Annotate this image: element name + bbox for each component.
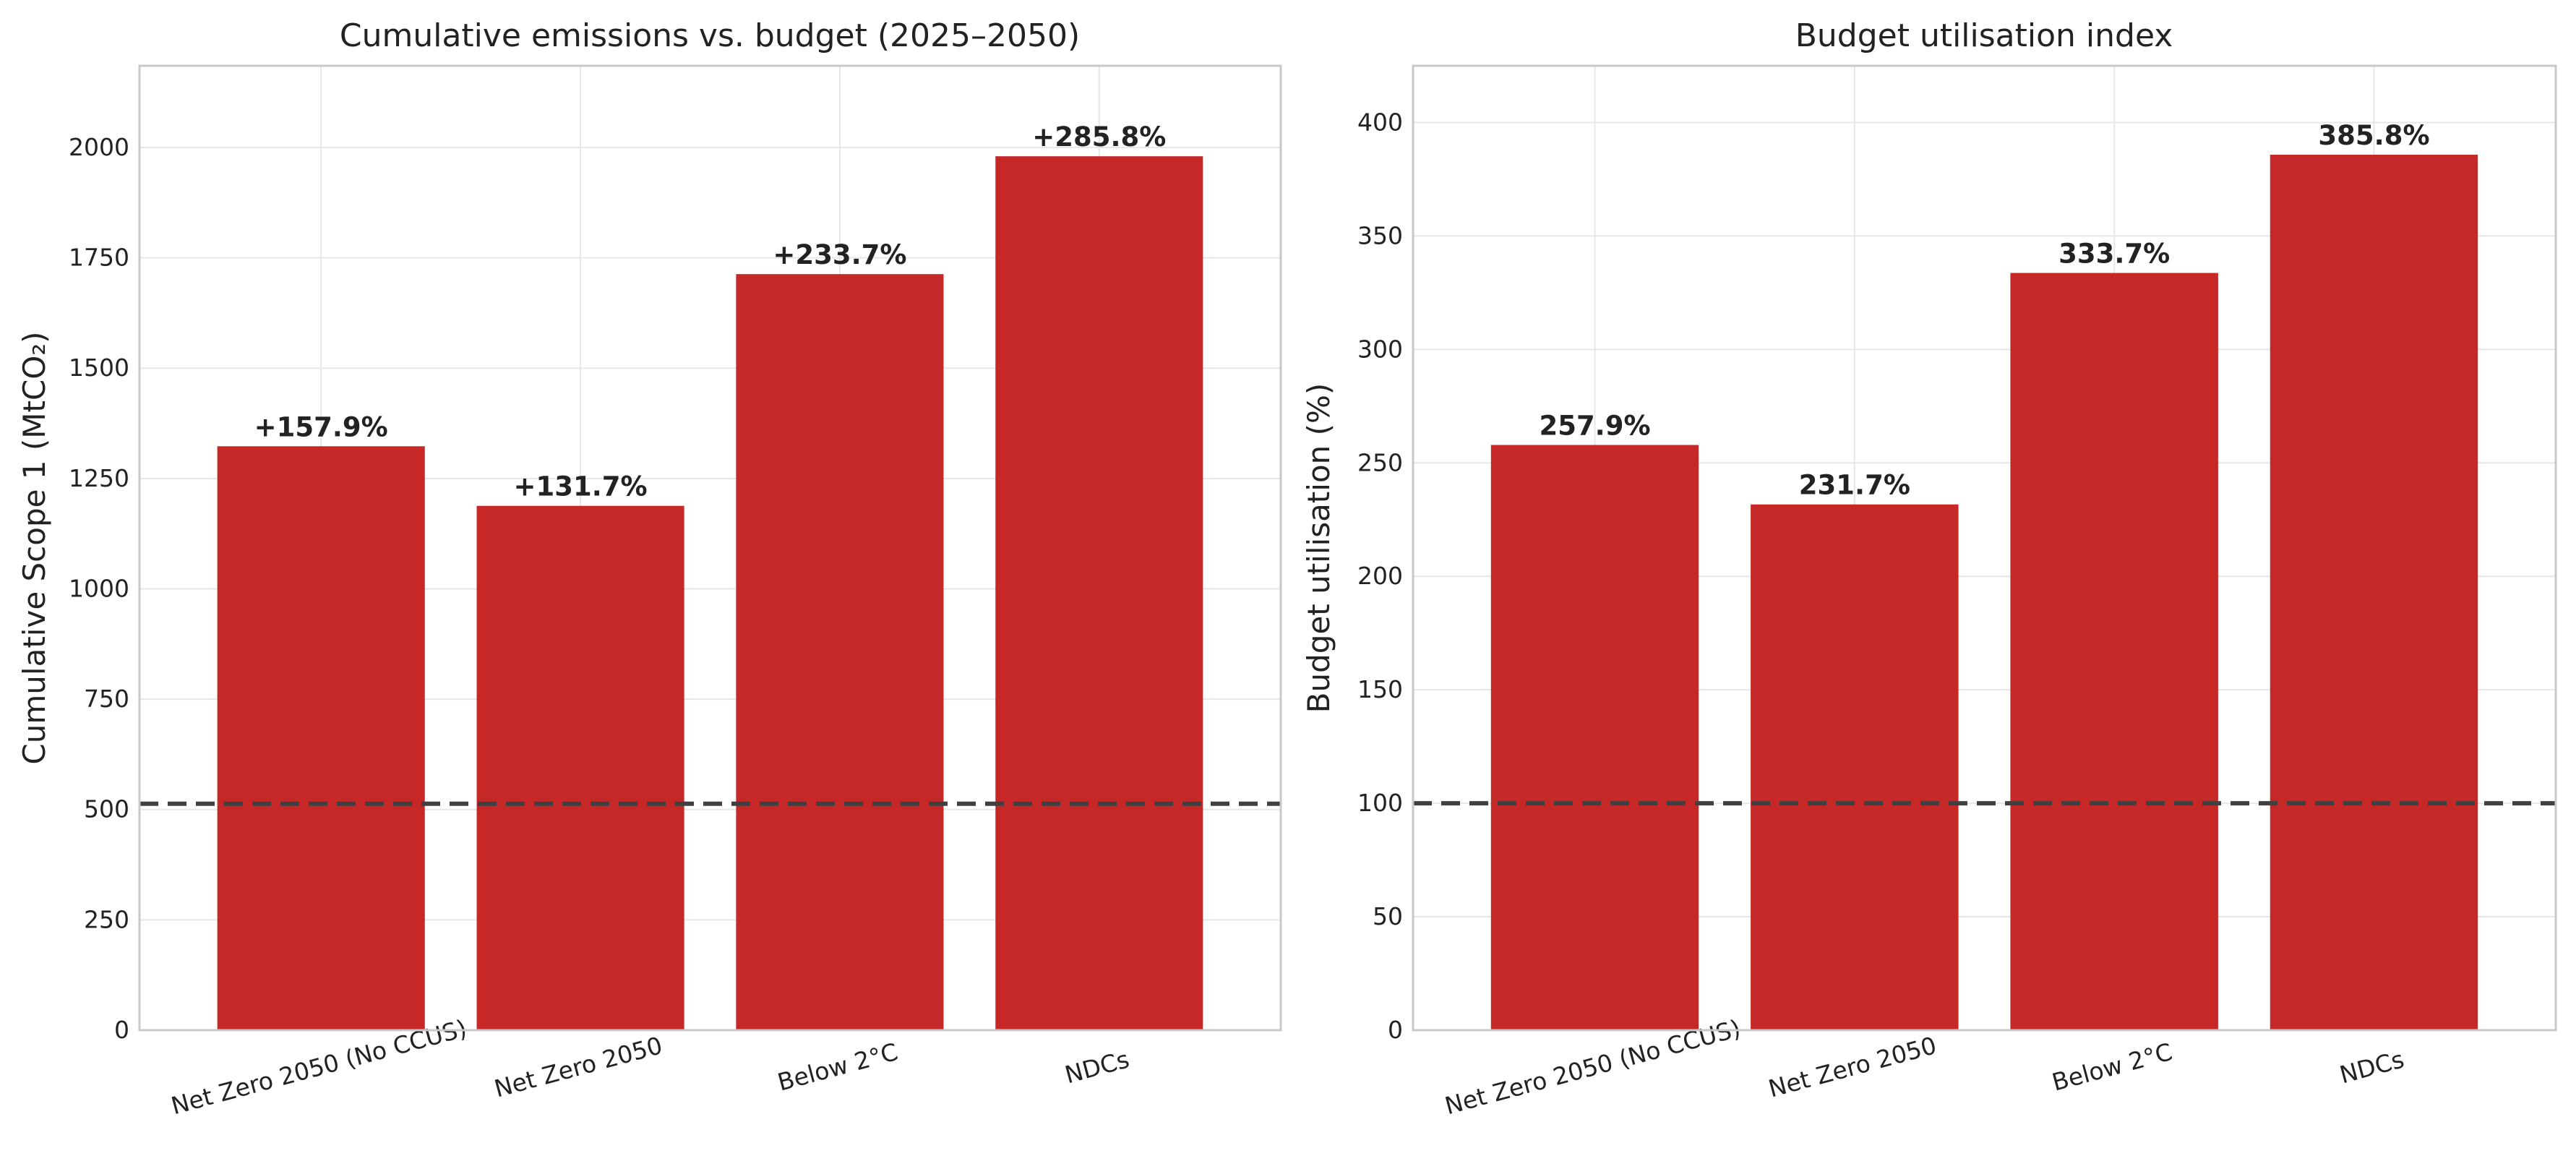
data-label-3: +233.7% — [773, 239, 906, 270]
bar-2 — [1751, 504, 1959, 1030]
y-tick-label: 2000 — [69, 133, 129, 161]
bar-3 — [2010, 273, 2218, 1030]
data-label-1: +157.9% — [254, 411, 388, 442]
chart-budget-utilisation: 0 50 100 150 200 250 300 350 400 257.9% 231.7% 333.… — [1301, 17, 2557, 1120]
bar-4 — [2270, 155, 2478, 1031]
x-tick-label: Below 2°C — [2049, 1037, 2176, 1097]
bar-4 — [995, 156, 1203, 1030]
x-tick-label: NDCs — [2337, 1045, 2407, 1089]
plot-frame — [138, 64, 1282, 1032]
y-tick-label: 100 — [1357, 789, 1403, 817]
y-tick-label: 250 — [84, 905, 129, 933]
bar-1 — [217, 446, 425, 1030]
y-tick-label: 500 — [84, 795, 129, 823]
y-tick-label: 1000 — [69, 574, 129, 602]
y-tick-label: 300 — [1357, 335, 1403, 363]
chart-cumulative-emissions: 0 250 500 750 1000 1250 1500 1750 2000 +157.9% +13… — [17, 17, 1282, 1120]
x-tick-label: Net Zero 2050 — [1765, 1031, 1939, 1102]
bar-3 — [736, 274, 944, 1030]
data-label-3: 333.7% — [2058, 239, 2170, 270]
y-axis-label: Budget utilisation (%) — [1301, 383, 1336, 714]
y-tick-label: 50 — [1373, 902, 1403, 930]
y-tick-label: 150 — [1357, 675, 1403, 703]
chart-title: Cumulative emissions vs. budget (2025–20… — [340, 17, 1080, 54]
bar-2 — [476, 505, 684, 1030]
y-axis-label: Cumulative Scope 1 (MtCO₂) — [17, 331, 52, 764]
y-tick-label: 1250 — [69, 464, 129, 492]
chart-title: Budget utilisation index — [1795, 17, 2173, 54]
data-label-4: 385.8% — [2318, 120, 2429, 151]
data-label-4: +285.8% — [1032, 121, 1166, 153]
data-label-2: 231.7% — [1799, 470, 1910, 501]
x-tick-label: Net Zero 2050 — [491, 1031, 666, 1102]
y-tick-label: 0 — [114, 1016, 129, 1044]
y-tick-label: 200 — [1357, 562, 1403, 590]
y-tick-label: 250 — [1357, 448, 1403, 476]
x-tick-label: NDCs — [1062, 1045, 1132, 1089]
y-tick-label: 350 — [1357, 221, 1403, 249]
y-tick-label: 0 — [1388, 1016, 1403, 1044]
plot-frame — [1412, 64, 2557, 1032]
data-label-2: +131.7% — [514, 471, 648, 502]
x-tick-label: Below 2°C — [775, 1037, 901, 1097]
y-tick-label: 750 — [84, 685, 129, 713]
data-label-1: 257.9% — [1539, 410, 1650, 441]
y-tick-label: 1500 — [69, 354, 129, 382]
y-tick-label: 400 — [1357, 108, 1403, 136]
y-tick-label: 1750 — [69, 244, 129, 272]
bar-1 — [1490, 445, 1699, 1030]
